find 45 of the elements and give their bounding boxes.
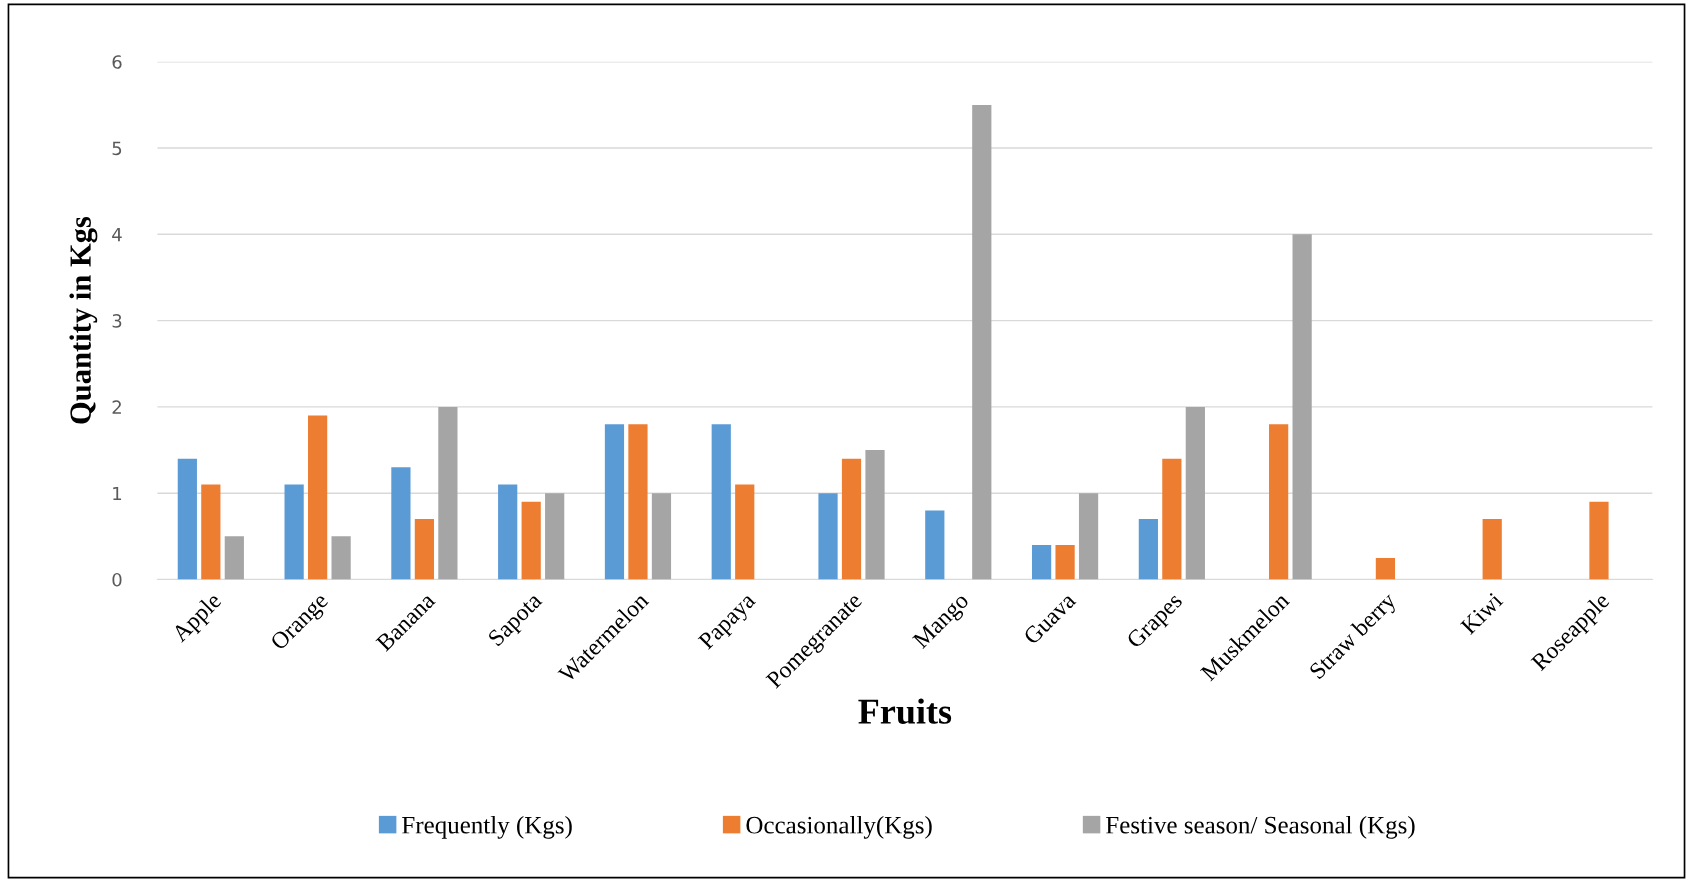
bar: [818, 493, 838, 580]
bar: [841, 458, 862, 580]
bar: [972, 104, 992, 580]
bar: [414, 519, 435, 580]
bar: [177, 458, 197, 580]
bar: [391, 467, 411, 580]
bar: [521, 501, 541, 580]
bar: [308, 415, 328, 580]
bar: [1162, 458, 1182, 580]
bar: [1031, 544, 1052, 580]
bar: [1138, 519, 1158, 580]
bar: [331, 536, 351, 580]
bar: [925, 510, 945, 580]
legend-label: Frequently (Kgs): [402, 816, 572, 839]
y-tick-label: 3: [112, 314, 122, 328]
y-tick-label: 1: [113, 486, 122, 501]
x-axis-title: Fruits: [858, 698, 952, 724]
bar: [1185, 406, 1205, 580]
y-tick-label: 2: [112, 400, 121, 414]
legend-label: Festive season/ Seasonal (Kgs): [1106, 816, 1415, 839]
bar: [1078, 493, 1099, 580]
legend-label: Occasionally(Kgs): [746, 816, 932, 839]
bar: [498, 484, 518, 580]
bar: [1292, 234, 1312, 580]
bar: [1055, 544, 1075, 580]
bar: [438, 406, 458, 580]
bar: [628, 424, 648, 580]
bar: [1375, 557, 1396, 580]
bar: [284, 484, 304, 580]
y-tick-label: 5: [112, 141, 122, 156]
y-tick-label: 0: [112, 572, 122, 587]
bar: [224, 536, 244, 580]
bar: [651, 493, 672, 580]
bar: [865, 450, 885, 580]
y-tick-label: 6: [112, 55, 122, 69]
bar: [201, 484, 221, 580]
y-tick-label: 4: [112, 228, 122, 242]
bar: [711, 424, 731, 580]
bar: [604, 424, 625, 580]
bar: [1589, 501, 1609, 580]
bar: [545, 493, 565, 580]
y-axis-title: Quantity in Kgs: [69, 216, 98, 424]
bar: [1269, 424, 1289, 580]
bar: [735, 484, 755, 580]
bar: [1482, 519, 1502, 580]
